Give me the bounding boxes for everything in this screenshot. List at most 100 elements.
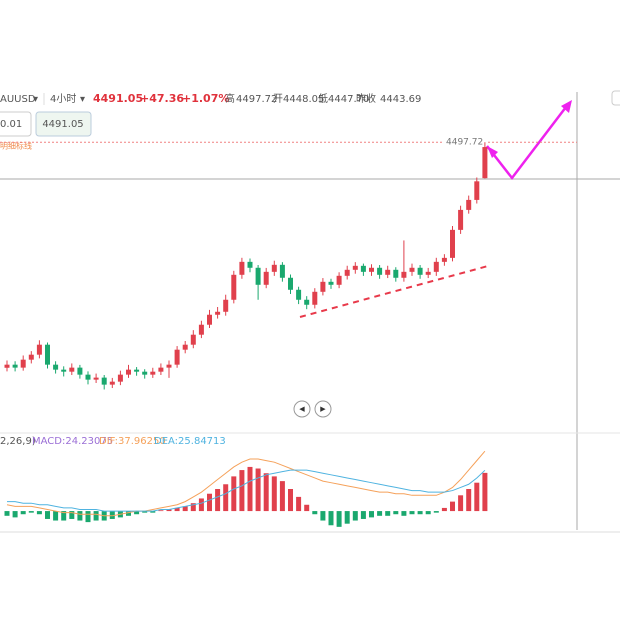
candle-body <box>20 359 26 368</box>
candle-body <box>150 371 156 375</box>
macd-bar <box>12 511 18 518</box>
candle-body <box>174 349 180 365</box>
price-tag: 4497.72 <box>446 138 483 148</box>
macd-bar <box>158 510 164 512</box>
macd-bar <box>271 476 277 512</box>
macd-bar <box>190 503 196 512</box>
macd-bar <box>352 511 358 521</box>
candle-body <box>12 364 18 368</box>
macd-bar <box>28 511 34 513</box>
candle-body <box>450 229 455 258</box>
macd-bar <box>288 489 293 512</box>
macd-bar <box>231 476 237 512</box>
macd-bar <box>53 511 59 521</box>
macd-params: 2,26,9) <box>0 436 36 447</box>
candle-body <box>45 344 50 365</box>
candle-body <box>142 371 148 375</box>
lot-input[interactable] <box>0 111 32 137</box>
macd-bar <box>247 466 253 512</box>
candle-body <box>247 261 253 268</box>
macd-bar <box>344 511 350 524</box>
macd-bar <box>61 511 67 521</box>
macd-label: MACD:24.23075 <box>32 436 113 447</box>
interval-arrow: ▾ <box>80 94 85 105</box>
candle-body <box>458 209 464 230</box>
macd-bar <box>304 504 310 512</box>
macd-bar <box>263 473 269 512</box>
price-input[interactable] <box>35 111 92 137</box>
candle-body <box>320 281 326 292</box>
candle-body <box>85 374 91 380</box>
candle-body <box>69 367 75 372</box>
candle-body <box>190 334 196 345</box>
legend-entry: DIF:37.96250 <box>99 436 166 447</box>
macd-bar <box>77 511 83 521</box>
candle-body <box>304 299 310 305</box>
candle-body <box>271 264 277 272</box>
macd-bar <box>69 511 75 519</box>
macd-bar <box>215 489 221 512</box>
candle-body <box>53 364 59 370</box>
candle-body <box>198 324 204 335</box>
price-input-value: 4491.05 <box>42 119 83 130</box>
macd-bar <box>223 484 229 512</box>
candle-body <box>134 369 140 372</box>
candle-body <box>279 264 285 278</box>
candle-body <box>360 265 366 272</box>
candle-body <box>409 267 415 272</box>
interval[interactable]: 4小时 <box>50 93 76 105</box>
low-label: 低 <box>318 92 328 105</box>
macd-bar <box>417 511 423 515</box>
candle-body <box>182 344 188 350</box>
macd-bar <box>450 501 455 512</box>
macd-bar <box>466 489 472 512</box>
candle-body <box>263 271 269 285</box>
candle-body <box>101 377 107 385</box>
settings-button[interactable] <box>611 90 620 106</box>
macd-bar <box>312 511 318 515</box>
candle-body <box>482 147 488 179</box>
macd-bar <box>393 511 399 515</box>
macd-bar <box>433 511 439 513</box>
symbol[interactable]: AUUSD <box>0 94 36 105</box>
macd-bar <box>296 496 302 512</box>
candle-body <box>385 269 391 275</box>
macd-bar <box>409 511 415 515</box>
low: 4447.70 <box>328 94 369 105</box>
candle-body <box>417 267 423 275</box>
macd-bar <box>474 482 480 512</box>
candle-body <box>4 364 10 368</box>
macd-bar <box>198 498 204 512</box>
macd-bar <box>126 511 131 516</box>
candle-body <box>401 271 407 278</box>
macd-bar <box>4 511 10 516</box>
candle-body <box>441 257 447 262</box>
candle-body <box>231 274 237 300</box>
forecast-arrow <box>486 106 567 181</box>
change: +47.36 <box>140 92 184 105</box>
macd-bar <box>401 511 407 516</box>
macd-bar <box>166 509 172 512</box>
macd-bar <box>134 511 140 515</box>
scroll-right[interactable] <box>314 400 332 418</box>
macd-bar <box>142 511 148 513</box>
candle-body <box>312 291 318 305</box>
candle-body <box>93 377 99 380</box>
macd-bar <box>279 481 285 512</box>
macd-bar <box>36 511 42 515</box>
arrow-head <box>561 100 572 113</box>
legend-entry: DEA:25.84713 <box>154 436 226 447</box>
macd-bar <box>150 511 156 513</box>
candle-body <box>223 299 229 312</box>
macd-bar <box>207 493 212 512</box>
candle-body <box>344 269 350 276</box>
lot-value: 0.01 <box>0 119 22 130</box>
candle-body <box>109 381 115 385</box>
macd-bar <box>182 506 188 512</box>
candle-body <box>166 364 172 368</box>
scroll-left-icon: ◀ <box>299 405 305 413</box>
candle-body <box>117 374 123 382</box>
macd-bar <box>360 511 366 519</box>
line-label: 明细标线 <box>0 141 32 151</box>
scroll-left[interactable] <box>293 400 311 418</box>
